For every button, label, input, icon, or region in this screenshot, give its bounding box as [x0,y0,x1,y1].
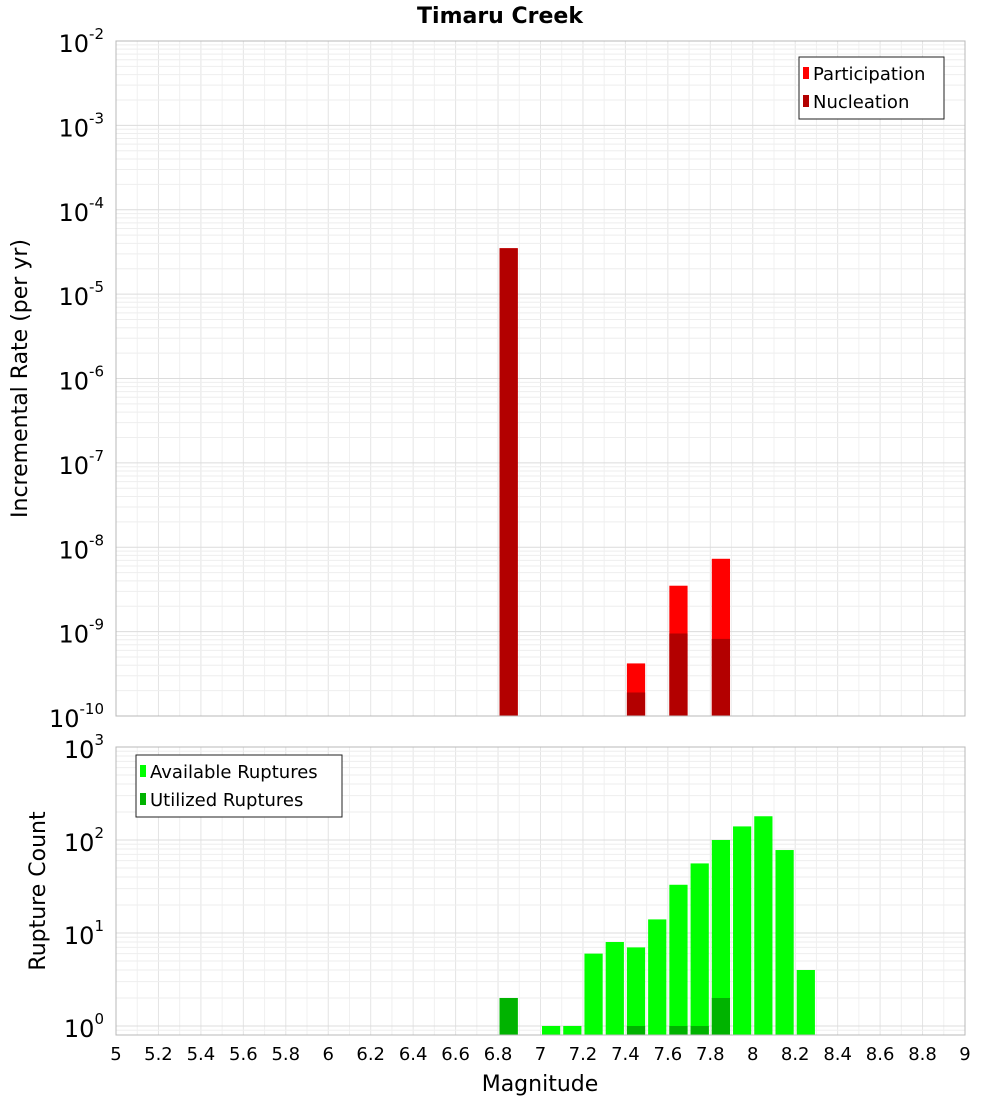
count-bar-secondary [626,1025,646,1035]
x-tick-label: 6.8 [484,1044,513,1065]
x-tick-label: 8.6 [866,1044,895,1065]
count-bar-secondary [669,1025,688,1035]
rate-y-tick-label: 10-8 [58,531,104,564]
count-legend-box [135,754,343,818]
x-tick-label: 7.4 [611,1044,640,1065]
rate-y-tick-label: 10-2 [58,25,104,58]
x-axis-label: Magnitude [482,1072,599,1097]
rate-legend-swatch [803,67,809,79]
rate-bar-secondary [711,638,731,716]
count-legend-swatch [140,765,146,777]
rate-plot-frame [115,40,966,717]
x-tick-label: 5.8 [271,1044,300,1065]
count-legend-swatch [140,793,146,805]
count-bar-primary [733,826,752,1035]
count-y-tick-label: 102 [64,824,104,857]
count-bar-primary [542,1025,561,1035]
count-bar-primary [584,953,603,1035]
rate-y-tick-label: 10-3 [58,109,104,142]
count-bar-primary [626,947,646,1035]
count-bar-primary [796,969,815,1035]
count-y-tick-label: 103 [64,731,104,764]
rate-y-tick-label: 10-9 [58,616,104,649]
x-tick-label: 9 [959,1044,970,1065]
x-tick-label: 6 [323,1044,334,1065]
rate-bar-secondary [626,692,646,716]
count-plot-frame [115,746,966,1036]
x-tick-label: 6.4 [399,1044,428,1065]
count-bar-primary [754,816,773,1035]
rate-legend: Participation Nucleation [798,56,945,120]
count-y-tick-label: 100 [64,1010,104,1043]
count-bar-primary [563,1025,582,1035]
rate-grid [115,40,966,717]
count-bar-primary [648,919,667,1035]
count-bar-primary [775,850,794,1035]
count-y-axis-label: Rupture Count [26,811,51,971]
count-bars [499,816,815,1035]
rate-legend-label: Nucleation [813,92,909,113]
rate-legend-swatch [803,95,809,107]
x-tick-label: 7.2 [569,1044,598,1065]
x-tick-label: 8 [747,1044,758,1065]
x-tick-label: 8.4 [823,1044,852,1065]
x-tick-label: 5 [110,1044,121,1065]
count-bar-secondary [690,1025,709,1035]
rate-y-tick-label: 10-5 [58,278,104,311]
count-bar-primary [690,863,709,1035]
x-tick-label: 7 [535,1044,546,1065]
rate-bar-secondary [669,633,688,716]
count-bar-primary [605,942,624,1035]
x-tick-label: 6.6 [441,1044,470,1065]
rate-y-tick-label: 10-4 [58,194,104,227]
count-bar-primary [669,884,688,1035]
rate-legend-box [798,56,945,120]
x-tick-label: 8.8 [908,1044,937,1065]
rate-bar-secondary [499,248,518,717]
count-bar-primary [711,839,731,1035]
count-bar-secondary [711,997,731,1035]
rate-y-tick-label: 10-10 [49,700,104,733]
rate-y-axis-label: Incremental Rate (per yr) [8,239,33,518]
count-legend-label: Utilized Ruptures [150,790,303,811]
rate-legend-label: Participation [813,64,925,85]
x-tick-label: 8.2 [781,1044,810,1065]
chart-title: Timaru Creek [417,4,584,29]
rate-y-tick-label: 10-7 [58,447,104,480]
count-y-tick-label: 101 [64,917,104,950]
x-tick-label: 7.8 [696,1044,725,1065]
x-tick-label: 7.6 [654,1044,683,1065]
x-tick-label: 5.2 [144,1044,173,1065]
x-tick-label: 5.4 [187,1044,216,1065]
count-legend-label: Available Ruptures [150,762,318,783]
rate-bars [499,248,731,717]
x-tick-label: 5.6 [229,1044,258,1065]
count-bar-secondary [499,997,518,1035]
rate-y-tick-label: 10-6 [58,363,104,396]
x-tick-label: 6.2 [356,1044,385,1065]
count-legend: Available Ruptures Utilized Ruptures [135,754,343,818]
